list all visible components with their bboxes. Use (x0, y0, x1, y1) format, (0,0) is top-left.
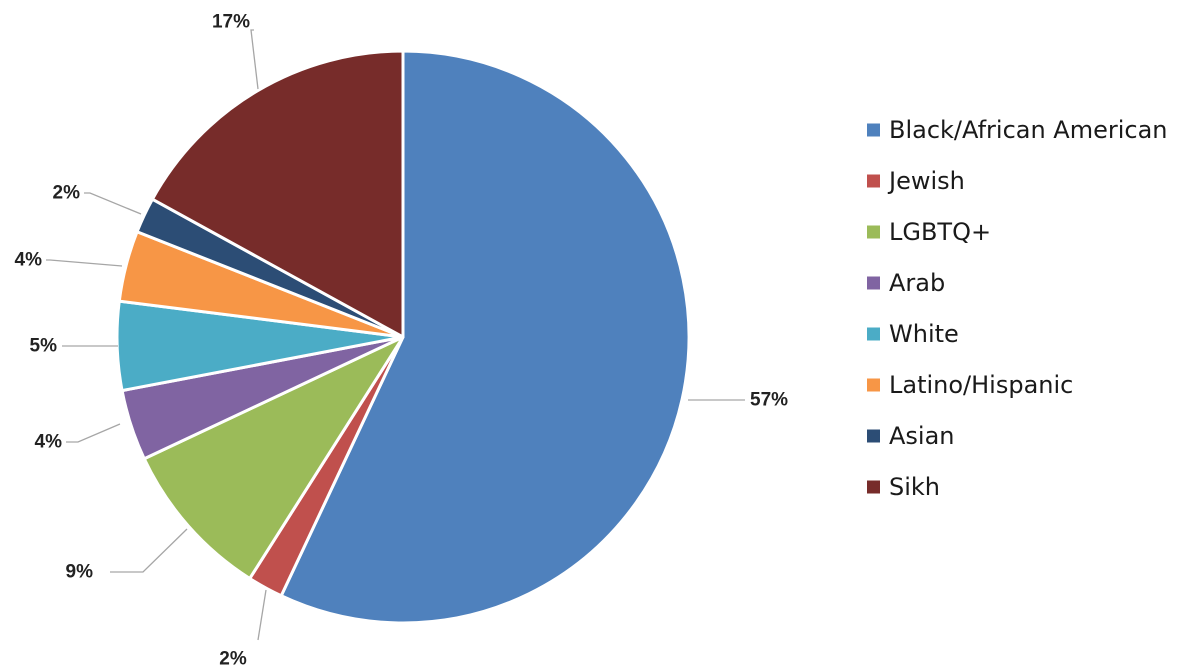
data-label-lgbtq: 9% (66, 562, 94, 583)
data-label-jewish: 2% (219, 649, 247, 670)
leader-line-jewish (257, 589, 267, 641)
legend-label-jewish: Jewish (887, 167, 965, 195)
legend: Black/African American Jewish LGBTQ+ Arab Wh… (867, 116, 1168, 501)
legend-swatch-arab (867, 276, 880, 290)
data-label-white: 5% (30, 336, 58, 357)
legend-swatch-lgbtq (867, 225, 880, 239)
data-labels: 57% 2% 9% 4% 5% 4% 2% 17% (15, 12, 789, 670)
legend-swatch-white (867, 327, 880, 341)
legend-label-white: White (889, 320, 959, 348)
leader-line-asian (84, 192, 142, 215)
legend-swatch-black-african-american (867, 123, 880, 137)
leader-line-lgbtq (110, 528, 188, 573)
legend-label-lgbtq: LGBTQ+ (889, 218, 991, 246)
legend-swatch-sikh (867, 480, 880, 494)
leader-line-sikh (250, 29, 259, 90)
legend-swatch-jewish (867, 174, 880, 188)
legend-label-asian: Asian (889, 422, 955, 450)
legend-swatch-asian (867, 429, 880, 443)
data-label-black-african-american: 57% (750, 390, 788, 411)
pie-slice-lgbtq (142, 335, 405, 580)
legend-label-sikh: Sikh (889, 473, 940, 501)
pie-slice-black-african-american (279, 49, 691, 625)
pie-slices (115, 49, 691, 625)
leader-line-latino-hispanic (46, 259, 123, 267)
data-label-sikh: 17% (212, 12, 250, 33)
legend-label-black-african-american: Black/African American (889, 116, 1168, 144)
legend-label-arab: Arab (889, 269, 945, 297)
leader-lines (46, 29, 745, 641)
data-label-latino-hispanic: 4% (15, 250, 43, 271)
data-label-asian: 2% (53, 183, 81, 204)
legend-label-latino-hispanic: Latino/Hispanic (889, 371, 1073, 399)
leader-line-arab (66, 423, 121, 443)
data-label-arab: 4% (35, 432, 63, 453)
legend-swatch-latino-hispanic (867, 378, 880, 392)
pie-slice-sikh (150, 49, 405, 339)
